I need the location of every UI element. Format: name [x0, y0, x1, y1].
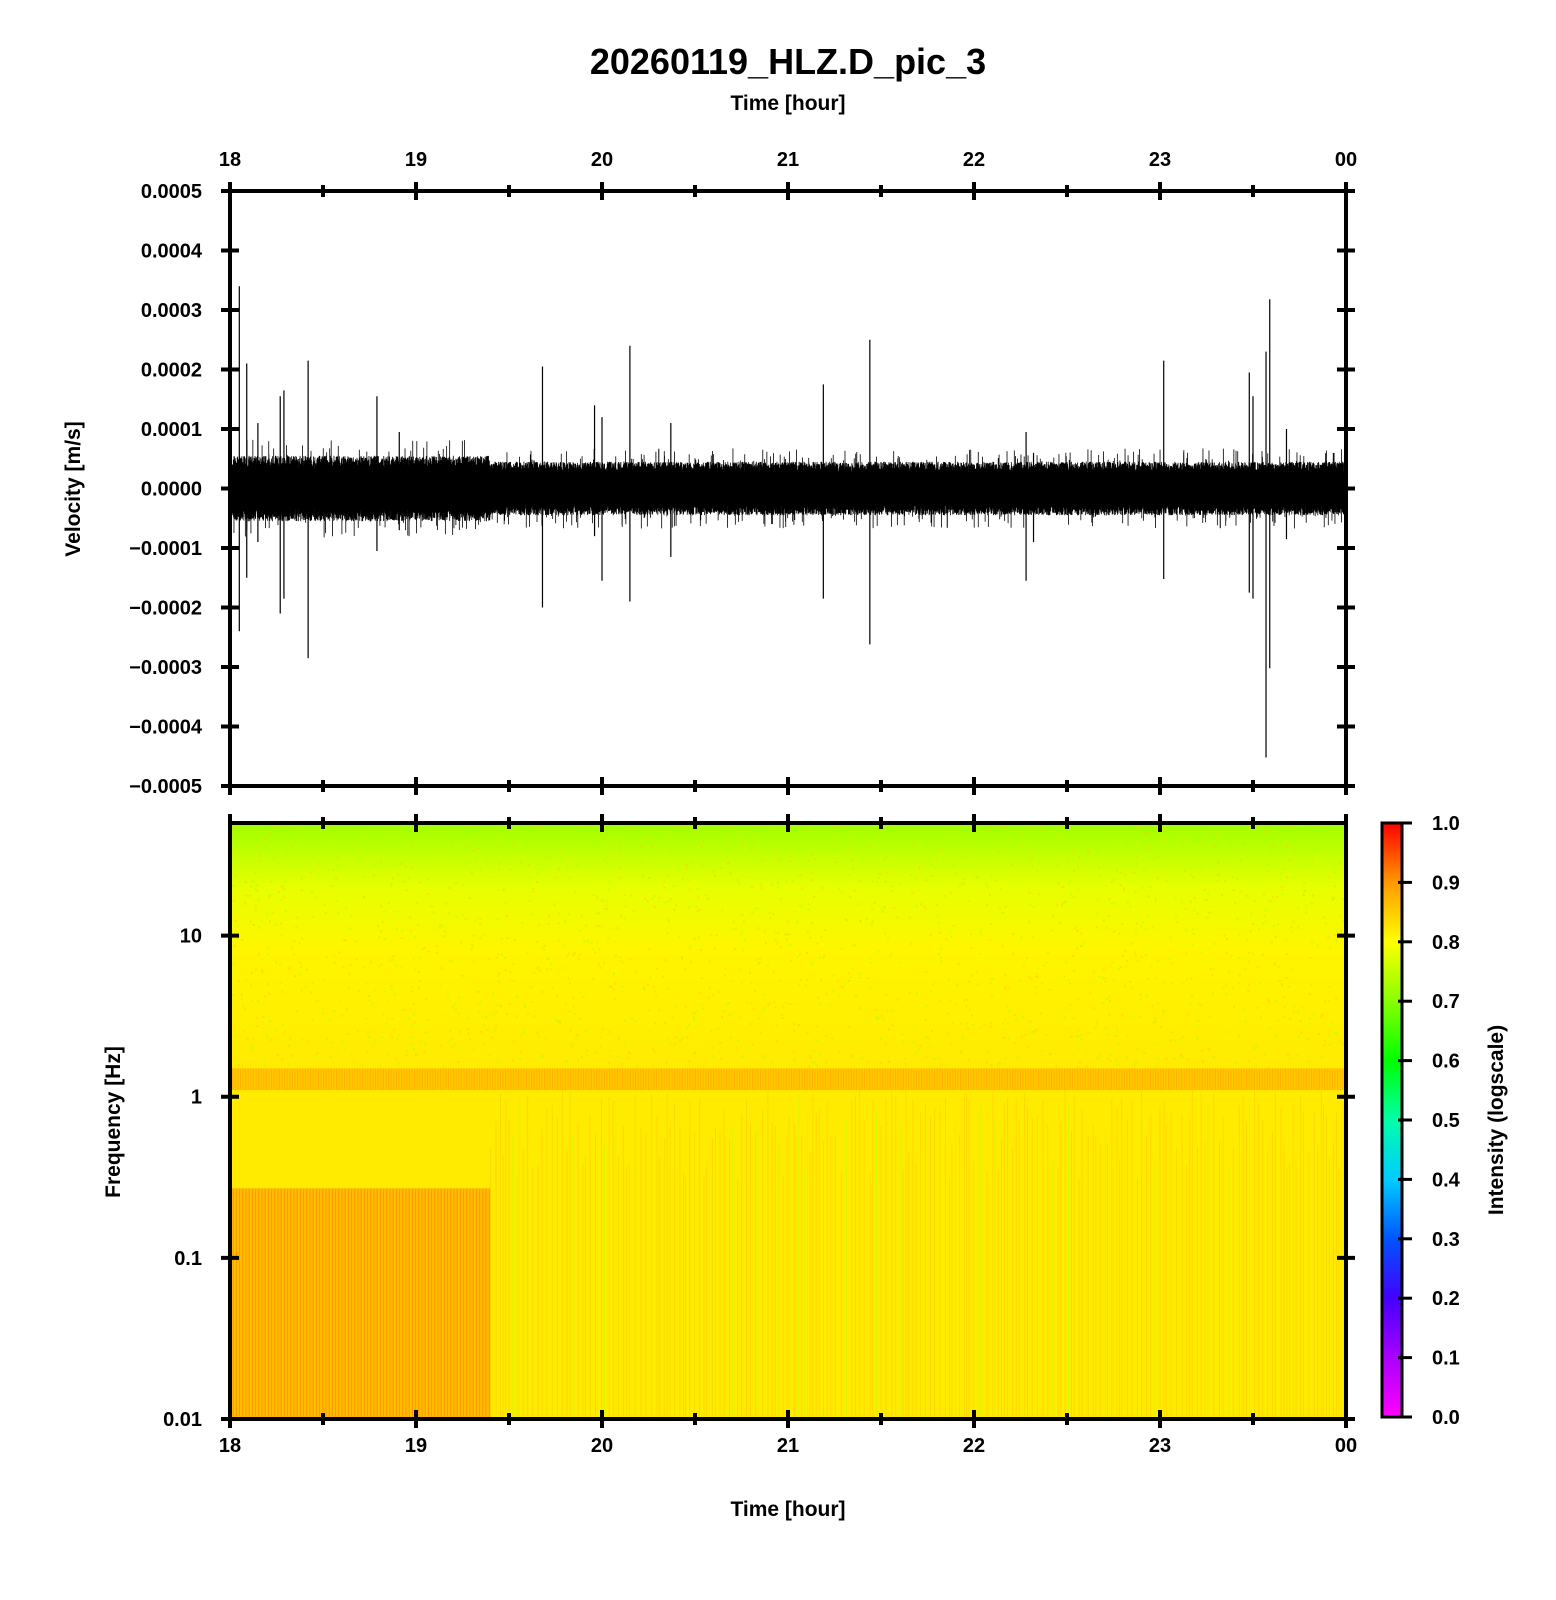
waveform-y-tick-label-2: 0.0003 [141, 300, 202, 322]
bottom-x-tick-label-1: 19 [405, 1435, 427, 1457]
colorbar-tick-label-4: 0.6 [1432, 1051, 1460, 1073]
colorbar-tick-label-6: 0.4 [1432, 1169, 1461, 1191]
waveform-y-axis-label: Velocity [m/s] [62, 421, 85, 556]
spectrogram-lowfreq-green-streaks [512, 1094, 1342, 1419]
spectrogram-axes: 18 19 20 21 22 23 00 10 1 0.1 0.01 [163, 814, 1357, 1457]
top-x-tick-label-0: 18 [219, 149, 241, 171]
colorbar-tick-label-0: 1.0 [1432, 813, 1460, 835]
bottom-x-tick-label-5: 23 [1149, 1435, 1171, 1457]
colorbar-ticks: 1.0 0.9 0.8 0.7 0.6 0.5 0.4 0.3 0.2 0.1 0.0 [1398, 813, 1461, 1429]
waveform-y-tick-label-9: −0.0004 [129, 717, 203, 739]
top-x-tick-label-4: 22 [963, 149, 985, 171]
bottom-x-axis-label: Time [hour] [730, 1498, 845, 1521]
waveform-y-tick-label-8: −0.0003 [129, 657, 202, 679]
colorbar-tick-label-5: 0.5 [1432, 1110, 1460, 1132]
colorbar-tick-label-10: 0.0 [1432, 1407, 1460, 1429]
bottom-x-tick-label-6: 00 [1335, 1435, 1357, 1457]
bottom-x-tick-label-0: 18 [219, 1435, 241, 1457]
spectrogram-y-tick-label-3: 0.01 [163, 1409, 202, 1431]
waveform-y-tick-label-1: 0.0004 [141, 241, 203, 263]
waveform-y-tick-label-10: −0.0005 [129, 776, 202, 798]
waveform-y-tick-label-6: −0.0001 [129, 538, 202, 560]
spectrogram-lowfreq-texture [489, 1090, 1345, 1419]
waveform-y-tick-label-4: 0.0001 [141, 419, 202, 441]
colorbar: 1.0 0.9 0.8 0.7 0.6 0.5 0.4 0.3 0.2 0.1 0.0 Intens… [1380, 813, 1508, 1429]
waveform-panel: 18 19 20 21 22 23 00 0.0005 0.0004 0.0003 0.0002 0.… [62, 149, 1357, 798]
colorbar-tick-label-1: 0.9 [1432, 872, 1460, 894]
top-x-tick-label-2: 20 [591, 149, 613, 171]
waveform-axes: 18 19 20 21 22 23 00 0.0005 0.0004 0.0003 0.0002 0.… [129, 149, 1357, 798]
spectrogram-early-block [230, 1188, 491, 1419]
colorbar-tick-label-8: 0.2 [1432, 1288, 1460, 1310]
top-x-tick-label-5: 23 [1149, 149, 1171, 171]
spectrogram-y-tick-label-0: 10 [180, 926, 202, 948]
waveform-y-tick-label-3: 0.0002 [141, 360, 202, 382]
spectrogram-speckle-warm [230, 825, 1346, 1070]
bottom-x-tick-label-2: 20 [591, 1435, 613, 1457]
top-x-tick-label-1: 19 [405, 149, 427, 171]
spectrogram-speckle-cool [232, 825, 1346, 1068]
spectrogram-microseism-striations [230, 1068, 1346, 1091]
colorbar-tick-label-3: 0.7 [1432, 991, 1460, 1013]
waveform-noise-trace [230, 439, 1346, 538]
bottom-x-tick-label-3: 21 [777, 1435, 799, 1457]
spectrogram-y-tick-label-1: 1 [191, 1087, 202, 1109]
colorbar-tick-label-9: 0.1 [1432, 1348, 1460, 1370]
waveform-y-tick-label-7: −0.0002 [129, 598, 202, 620]
spectrogram-early-striations [230, 1188, 490, 1419]
top-x-tick-label-3: 21 [777, 149, 799, 171]
waveform-series [230, 286, 1346, 758]
colorbar-tick-label-7: 0.3 [1432, 1229, 1460, 1251]
chart-title: 20260119_HLZ.D_pic_3 [590, 41, 986, 82]
spectrogram-image [230, 825, 1346, 1419]
colorbar-tick-label-2: 0.8 [1432, 932, 1460, 954]
top-x-tick-label-6: 00 [1335, 149, 1357, 171]
top-x-axis-label: Time [hour] [730, 92, 845, 115]
waveform-y-tick-label-0: 0.0005 [141, 181, 202, 203]
spectrogram-y-tick-label-2: 0.1 [174, 1248, 202, 1270]
colorbar-label: Intensity (logscale) [1485, 1025, 1508, 1215]
spectrogram-y-axis-label: Frequency [Hz] [102, 1046, 125, 1198]
waveform-y-tick-label-5: 0.0000 [141, 479, 202, 501]
bottom-x-tick-label-4: 22 [963, 1435, 985, 1457]
